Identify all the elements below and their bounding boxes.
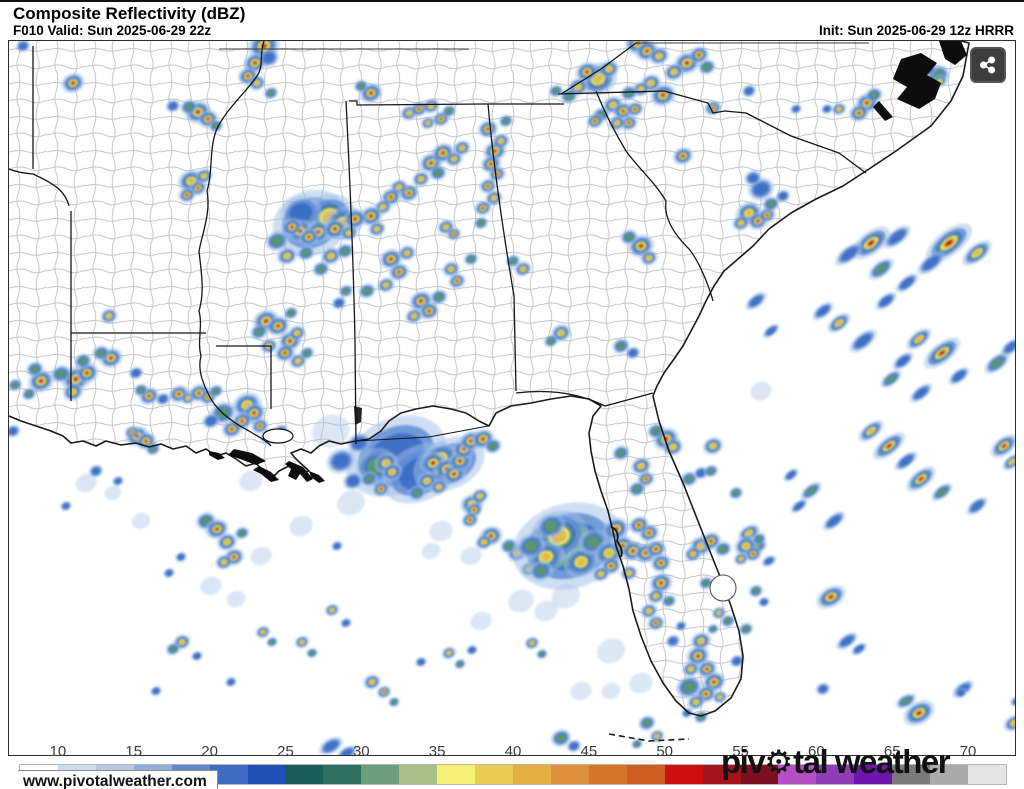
colorbar-cell: [323, 765, 362, 784]
colorbar-cell: [968, 765, 1006, 784]
colorbar-cell: [285, 765, 324, 784]
colorbar-cell: [778, 765, 817, 784]
colorbar-cell: [892, 765, 931, 784]
colorbar-cell: [247, 765, 286, 784]
init-time-label: Init: Sun 2025-06-29 12z HRRR: [818, 23, 1014, 38]
colorbar-tick: 55: [732, 743, 749, 760]
colorbar-cell: [702, 765, 741, 784]
share-icon: [979, 56, 996, 74]
colorbar-cell: [550, 765, 589, 784]
colorbar-cell: [399, 765, 438, 784]
colorbar-tick: 45: [580, 743, 598, 760]
watermark-link[interactable]: www.pivotalweather.com: [18, 770, 218, 789]
colorbar-cell: [854, 765, 893, 784]
colorbar-cell: [475, 765, 513, 784]
colorbar-cell: [930, 765, 969, 784]
radar-reflectivity-layer: [9, 41, 1015, 755]
colorbar-cell: [437, 765, 476, 784]
brand-logo-post: tal weather: [793, 743, 950, 780]
gear-icon: ⚙: [764, 744, 794, 780]
colorbar-cell: [209, 765, 248, 784]
colorbar-tick: 10: [49, 743, 67, 760]
colorbar-tick: 50: [656, 743, 674, 760]
brand-logo-pre: piv: [721, 743, 766, 780]
colorbar-tick: 35: [428, 743, 446, 760]
land-counties: [9, 41, 969, 716]
map-canvas[interactable]: www.pivotalweather.com piv⚙tal weather: [8, 40, 1016, 789]
colorbar-cell: [361, 765, 400, 784]
page-title: Composite Reflectivity (dBZ): [13, 4, 246, 23]
colorbar-cell: [512, 765, 551, 784]
colorbar-cell: [626, 765, 665, 784]
brand-logo[interactable]: piv⚙tal weather: [721, 743, 951, 781]
valid-time-label: F010 Valid: Sun 2025-06-29 22z: [13, 23, 212, 38]
colorbar-tick: 20: [201, 743, 218, 760]
colorbar-cell: [588, 765, 627, 784]
colorbar-tick: 25: [277, 743, 294, 760]
share-button[interactable]: [970, 47, 1006, 83]
state-borders: [9, 41, 869, 447]
colorbar-tick: 60: [808, 743, 825, 760]
colorbar: [19, 764, 1007, 785]
colorbar-cell: [816, 765, 855, 784]
colorbar-tick: 40: [504, 743, 522, 760]
water-bodies: [209, 41, 967, 602]
colorbar-tick-labels: 10 15 20 25 30 35 40 45 50 55 60 65 70: [20, 743, 1006, 763]
colorbar-tick: 15: [125, 743, 143, 760]
map-graphic: [9, 41, 1015, 755]
colorbar-cell: [740, 765, 779, 784]
colorbar-tick: 65: [883, 743, 901, 760]
page-top-border: [0, 0, 1024, 2]
colorbar-cell: [664, 765, 703, 784]
colorbar-tick: 70: [959, 743, 977, 760]
colorbar-tick: 30: [352, 743, 370, 760]
